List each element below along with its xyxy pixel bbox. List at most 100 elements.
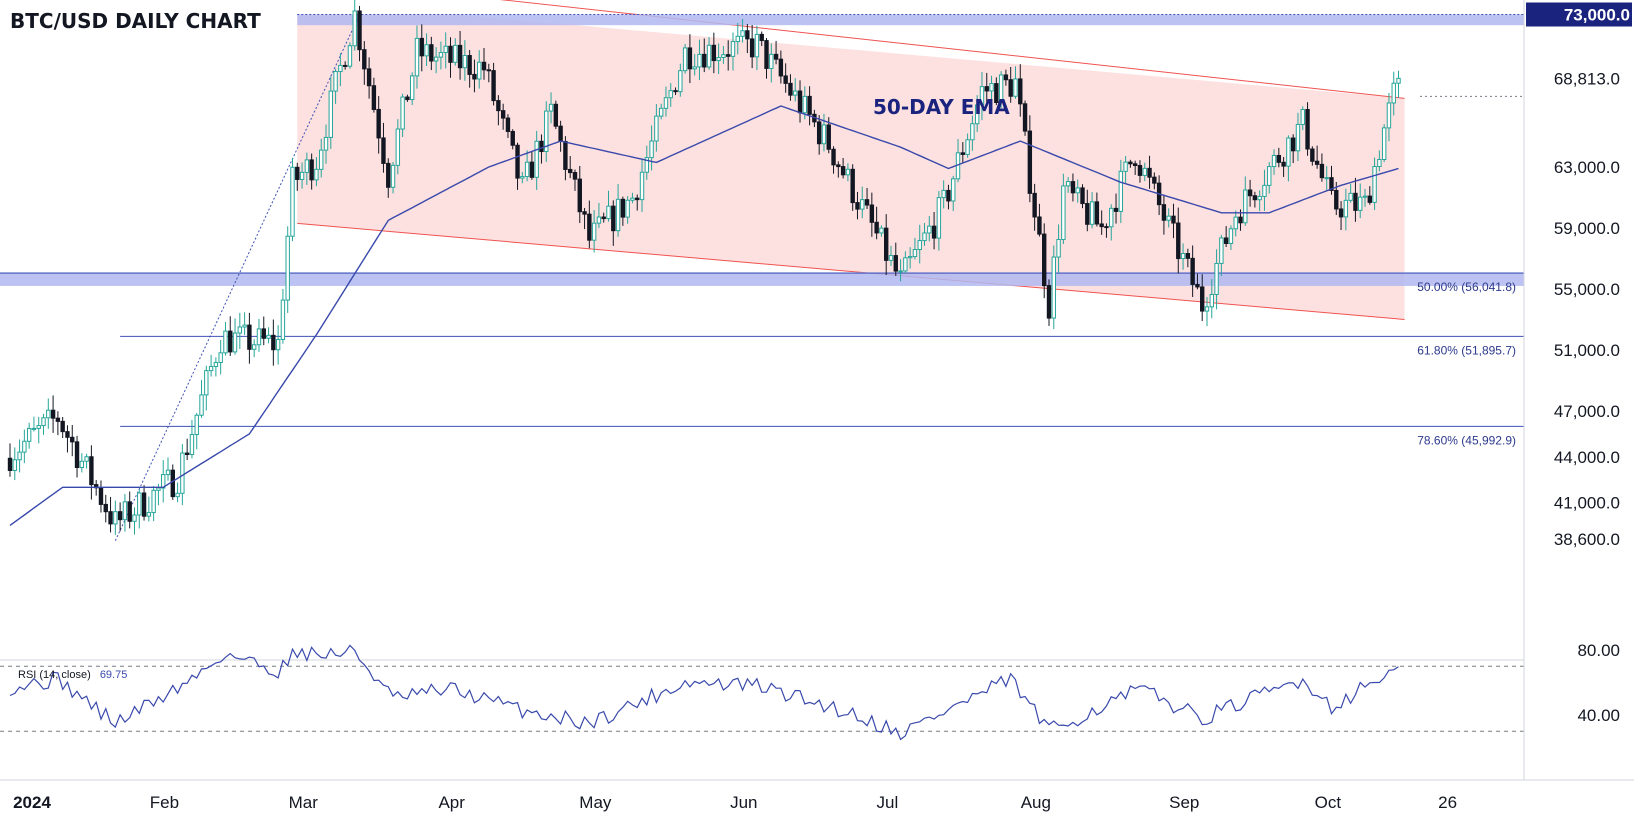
resistance-zone [297, 14, 1524, 26]
candle [1113, 193, 1119, 224]
candle [1089, 192, 1095, 229]
time-tick-label: Jul [877, 793, 899, 812]
price-tick-label: 55,000.0 [1554, 280, 1620, 299]
candle [936, 191, 942, 251]
candle [127, 491, 132, 529]
candle-body [419, 37, 424, 57]
candle [491, 62, 496, 106]
candle [1314, 145, 1320, 169]
candle [611, 200, 616, 246]
candle-body [1128, 161, 1133, 165]
candle-body [405, 96, 410, 101]
candle-body [366, 68, 372, 87]
time-tick-label: Oct [1315, 793, 1342, 812]
candle [639, 158, 645, 212]
candle-body [697, 53, 702, 68]
candle [1008, 66, 1013, 103]
price-tick-label: 44,000.0 [1554, 448, 1620, 467]
candle-body [409, 75, 415, 101]
candle [405, 94, 410, 102]
candle [70, 424, 75, 457]
candle [1353, 177, 1358, 222]
candle-body [223, 330, 228, 354]
candle-body [390, 164, 396, 188]
price-pane[interactable]: 50.00% (56,041.8) 61.80% (51,895.7) 78.60%… [0, 0, 1524, 658]
candle [1223, 226, 1229, 247]
candle [582, 207, 587, 230]
candle-body [1281, 161, 1286, 167]
candle-body [1118, 170, 1124, 212]
candle [50, 395, 56, 433]
candle [165, 457, 171, 481]
candle-body [1233, 216, 1238, 230]
candle [1080, 184, 1085, 209]
candle-body [256, 328, 262, 346]
candle-body [1099, 223, 1104, 228]
candle [137, 489, 142, 529]
candle-body [783, 75, 788, 84]
candle [1262, 169, 1267, 211]
candle [443, 32, 448, 69]
candle-body [567, 168, 573, 174]
candle-body [108, 511, 113, 525]
candle-body [228, 330, 233, 353]
rsi-axis[interactable]: 80.00 40.00 [1577, 641, 1620, 725]
candle [36, 416, 41, 444]
candle-body [797, 90, 803, 114]
candle [1195, 273, 1200, 290]
candle-body [702, 53, 707, 68]
candle-body [855, 202, 860, 210]
price-tick-label: 59,000.0 [1554, 219, 1620, 238]
candle-body [1056, 239, 1061, 258]
candle-body [89, 456, 94, 486]
candle-body [1032, 192, 1037, 218]
candle-body [424, 44, 429, 57]
candle-body [951, 178, 956, 202]
candle-body [1209, 294, 1214, 308]
candle-body [927, 225, 932, 234]
candle-body [1166, 215, 1171, 221]
candle [113, 500, 118, 535]
rsi-pane[interactable]: RSI (14, close) 69.75 [0, 644, 1524, 741]
candle [285, 226, 290, 313]
candle [1372, 157, 1377, 210]
candle-body [1089, 201, 1095, 225]
candle [194, 412, 199, 450]
candle [1104, 223, 1109, 238]
candle [577, 165, 582, 224]
candle [678, 63, 683, 97]
candle [1300, 106, 1305, 131]
candle [931, 212, 937, 250]
candle [615, 183, 621, 237]
candle-body [989, 83, 994, 92]
ema-50-label: 50-DAY EMA [873, 95, 1010, 119]
candle [1377, 150, 1382, 172]
candle-body [1257, 195, 1262, 201]
time-axis[interactable]: 2024 Feb Mar Apr May Jun Jul Aug Sep Oct 26 [13, 793, 1457, 812]
candle [462, 40, 468, 81]
candle-body [754, 33, 760, 58]
candle [831, 146, 836, 174]
candle-body [414, 37, 420, 77]
candle [1109, 204, 1114, 241]
candle [1367, 186, 1372, 205]
candle [836, 161, 841, 178]
candle [414, 25, 420, 89]
candle [998, 71, 1004, 109]
time-tick-label: 26 [1438, 793, 1457, 812]
candle-body [884, 227, 889, 261]
candle [1027, 115, 1033, 203]
candle-body [400, 96, 405, 130]
candle [295, 162, 300, 191]
candle [979, 72, 985, 121]
candle [1003, 69, 1009, 86]
candle [635, 194, 640, 211]
candle-body [1161, 204, 1167, 221]
candle [290, 158, 295, 242]
price-axis[interactable]: 76,000.073,000.068,813.063,000.059,000.0… [1420, 0, 1632, 549]
candle-body [1223, 237, 1229, 244]
candle-body [237, 326, 243, 334]
candle [481, 47, 487, 80]
last-price-label: 68,813.0 [1554, 69, 1620, 88]
candle [524, 150, 530, 182]
